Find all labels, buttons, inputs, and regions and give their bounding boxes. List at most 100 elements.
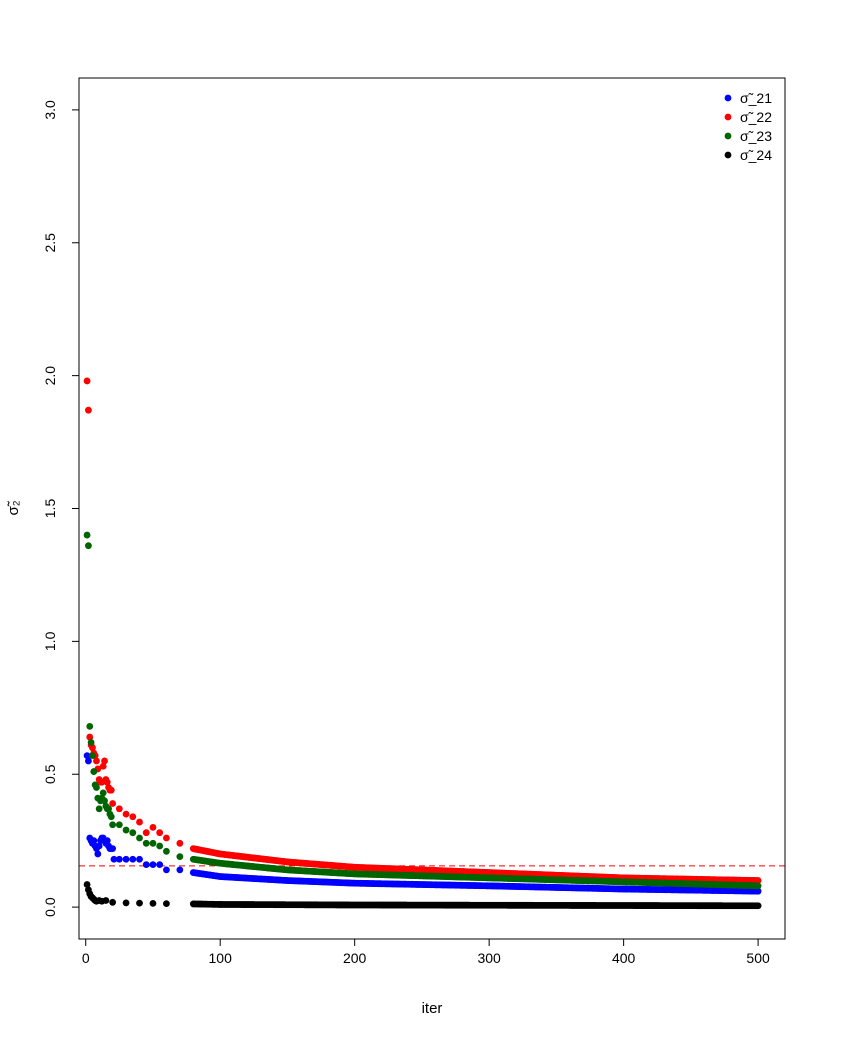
data-point xyxy=(163,866,170,874)
data-point xyxy=(109,845,117,853)
y-axis: 0.0 0.5 1.0 1.5 2.0 2.5 3.0 xyxy=(42,100,80,917)
legend: σ̃_21 σ̃_22 σ̃_23 σ̃_24 xyxy=(724,90,772,163)
data-point xyxy=(94,850,102,858)
x-tick-label: 400 xyxy=(612,950,636,966)
data-point xyxy=(85,542,92,550)
data-point xyxy=(109,821,117,829)
data-point xyxy=(163,847,170,855)
data-point xyxy=(99,789,107,797)
data-point xyxy=(83,881,91,888)
data-point xyxy=(754,882,762,890)
data-point xyxy=(163,900,170,908)
data-point xyxy=(136,899,143,907)
data-point xyxy=(86,723,94,730)
data-point xyxy=(754,887,762,895)
data-point xyxy=(129,813,137,821)
data-point xyxy=(176,853,184,861)
series-points xyxy=(83,752,762,895)
data-point xyxy=(105,805,112,813)
data-point xyxy=(83,377,91,385)
data-point xyxy=(95,805,103,813)
data-point xyxy=(85,406,92,414)
data-point xyxy=(90,837,98,845)
data-point xyxy=(107,786,115,794)
data-point xyxy=(115,805,123,813)
x-tick-label: 500 xyxy=(746,950,770,966)
y-tick-label: 1.0 xyxy=(42,631,58,651)
data-point xyxy=(176,839,184,847)
data-point xyxy=(90,768,98,775)
x-tick-label: 300 xyxy=(477,950,501,966)
x-axis-title: iter xyxy=(422,1000,443,1017)
data-point xyxy=(754,877,762,884)
data-point xyxy=(156,842,164,850)
legend-marker xyxy=(724,113,732,121)
data-point xyxy=(136,834,143,842)
data-point xyxy=(83,531,91,539)
data-point xyxy=(149,899,157,907)
data-point xyxy=(142,861,150,868)
data-point xyxy=(136,818,143,826)
data-point xyxy=(101,797,108,805)
x-tick-label: 100 xyxy=(209,950,233,966)
data-point xyxy=(129,855,137,863)
legend-marker xyxy=(724,132,732,140)
series-points xyxy=(83,881,762,910)
data-point xyxy=(163,834,170,842)
data-point xyxy=(115,855,123,863)
y-tick-label: 2.5 xyxy=(42,233,58,253)
x-tick-label: 200 xyxy=(343,950,367,966)
legend-label: σ̃_23 xyxy=(740,128,772,144)
data-point xyxy=(107,813,115,821)
data-point xyxy=(122,899,130,907)
y-tick-label: 2.0 xyxy=(42,366,58,386)
x-axis: 0 100 200 300 400 500 xyxy=(82,938,770,966)
x-tick-label: 0 xyxy=(82,950,90,966)
data-point xyxy=(149,861,157,868)
y-tick-label: 1.5 xyxy=(42,499,58,519)
data-point xyxy=(176,866,184,874)
data-point xyxy=(754,902,762,910)
data-point xyxy=(83,752,91,760)
data-point xyxy=(122,810,130,818)
data-point xyxy=(109,898,117,906)
data-point xyxy=(122,826,130,834)
data-point xyxy=(93,784,100,791)
data-point xyxy=(89,752,96,760)
data-point xyxy=(101,757,108,765)
y-tick-label: 3.0 xyxy=(42,100,58,120)
data-point xyxy=(122,855,130,863)
series-points xyxy=(83,531,762,890)
data-point xyxy=(103,837,111,845)
data-point xyxy=(136,855,143,863)
data-point xyxy=(86,733,94,741)
legend-label: σ̃_21 xyxy=(740,90,772,106)
data-point xyxy=(99,762,107,770)
y-tick-label: 0.0 xyxy=(42,897,58,917)
data-point xyxy=(156,829,164,837)
data-point xyxy=(102,897,110,904)
legend-label: σ̃_22 xyxy=(740,109,772,125)
data-point xyxy=(85,757,92,765)
data-point xyxy=(129,829,137,837)
data-point xyxy=(156,861,164,868)
y-axis-title: σ̃₂ xyxy=(5,500,22,515)
data-point xyxy=(149,823,157,831)
data-point xyxy=(87,738,95,746)
data-point xyxy=(142,839,150,847)
data-point xyxy=(93,757,100,765)
data-point xyxy=(115,821,123,829)
data-point xyxy=(89,744,96,752)
data-point xyxy=(149,839,157,847)
data-point xyxy=(142,829,150,837)
data-point xyxy=(103,778,111,786)
data-point xyxy=(95,842,103,850)
legend-marker xyxy=(724,151,732,159)
legend-marker xyxy=(724,94,732,102)
data-point xyxy=(110,855,118,863)
legend-label: σ̃_24 xyxy=(740,147,772,163)
y-tick-label: 0.5 xyxy=(42,764,58,784)
data-points-layer xyxy=(83,377,762,910)
data-point xyxy=(109,800,117,807)
